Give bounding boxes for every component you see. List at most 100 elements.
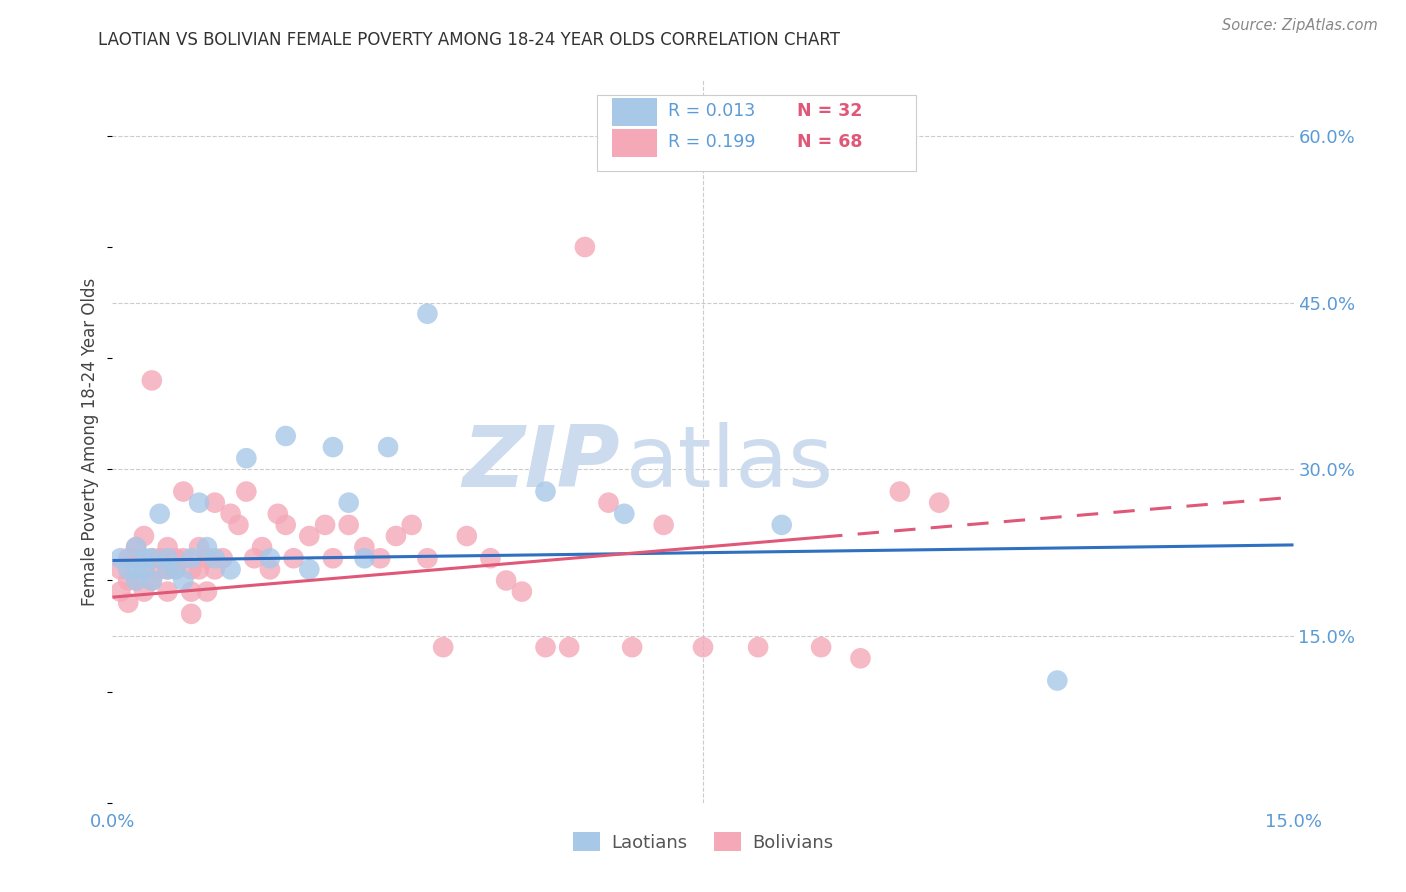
- Point: [377, 440, 399, 454]
- Point: [132, 562, 155, 576]
- Point: [188, 540, 211, 554]
- Point: [117, 551, 139, 566]
- Point: [141, 574, 163, 588]
- Point: [353, 551, 375, 566]
- Point: [621, 640, 644, 655]
- Point: [298, 529, 321, 543]
- Text: atlas: atlas: [626, 422, 834, 505]
- Point: [534, 484, 557, 499]
- Point: [322, 440, 344, 454]
- Point: [149, 551, 172, 566]
- Point: [479, 551, 502, 566]
- Point: [353, 540, 375, 554]
- Point: [117, 562, 139, 576]
- Point: [211, 551, 233, 566]
- FancyBboxPatch shape: [612, 98, 657, 126]
- Point: [180, 562, 202, 576]
- Point: [132, 584, 155, 599]
- Point: [283, 551, 305, 566]
- Point: [188, 496, 211, 510]
- Point: [132, 562, 155, 576]
- Point: [598, 496, 620, 510]
- Point: [165, 562, 187, 576]
- Point: [889, 484, 911, 499]
- Point: [110, 584, 132, 599]
- Point: [219, 562, 242, 576]
- Point: [274, 517, 297, 532]
- Point: [156, 584, 179, 599]
- Point: [172, 551, 194, 566]
- Point: [456, 529, 478, 543]
- Point: [810, 640, 832, 655]
- Point: [132, 551, 155, 566]
- Point: [250, 540, 273, 554]
- Point: [204, 562, 226, 576]
- Point: [322, 551, 344, 566]
- Point: [692, 640, 714, 655]
- Point: [125, 551, 148, 566]
- Point: [534, 640, 557, 655]
- Point: [416, 307, 439, 321]
- Point: [110, 562, 132, 576]
- Point: [132, 529, 155, 543]
- Point: [117, 574, 139, 588]
- Point: [125, 574, 148, 588]
- Text: N = 32: N = 32: [797, 103, 863, 120]
- Point: [849, 651, 872, 665]
- Point: [314, 517, 336, 532]
- Text: N = 68: N = 68: [797, 134, 863, 152]
- Point: [267, 507, 290, 521]
- Point: [243, 551, 266, 566]
- Point: [195, 540, 218, 554]
- Point: [156, 562, 179, 576]
- Point: [125, 562, 148, 576]
- Point: [125, 540, 148, 554]
- Point: [652, 517, 675, 532]
- Point: [156, 540, 179, 554]
- Point: [110, 551, 132, 566]
- Text: Source: ZipAtlas.com: Source: ZipAtlas.com: [1222, 18, 1378, 33]
- Point: [149, 562, 172, 576]
- Point: [156, 551, 179, 566]
- FancyBboxPatch shape: [612, 129, 657, 157]
- Point: [337, 496, 360, 510]
- Point: [432, 640, 454, 655]
- Point: [219, 507, 242, 521]
- Text: ZIP: ZIP: [463, 422, 620, 505]
- Point: [125, 574, 148, 588]
- Point: [149, 507, 172, 521]
- Point: [259, 562, 281, 576]
- Text: R = 0.199: R = 0.199: [668, 134, 755, 152]
- Point: [1046, 673, 1069, 688]
- Point: [770, 517, 793, 532]
- Point: [558, 640, 581, 655]
- Point: [172, 574, 194, 588]
- Point: [401, 517, 423, 532]
- Point: [165, 562, 187, 576]
- Point: [195, 584, 218, 599]
- Point: [117, 596, 139, 610]
- Point: [165, 551, 187, 566]
- Point: [274, 429, 297, 443]
- Point: [180, 607, 202, 621]
- Point: [141, 551, 163, 566]
- Point: [204, 496, 226, 510]
- Point: [495, 574, 517, 588]
- Point: [228, 517, 250, 532]
- Point: [574, 240, 596, 254]
- Point: [125, 540, 148, 554]
- Point: [204, 551, 226, 566]
- Point: [180, 584, 202, 599]
- Point: [416, 551, 439, 566]
- Point: [747, 640, 769, 655]
- Legend: Laotians, Bolivians: Laotians, Bolivians: [565, 825, 841, 859]
- Point: [259, 551, 281, 566]
- FancyBboxPatch shape: [596, 95, 915, 170]
- Point: [235, 451, 257, 466]
- Point: [235, 484, 257, 499]
- Point: [298, 562, 321, 576]
- Point: [188, 562, 211, 576]
- Point: [172, 484, 194, 499]
- Point: [337, 517, 360, 532]
- Point: [141, 373, 163, 387]
